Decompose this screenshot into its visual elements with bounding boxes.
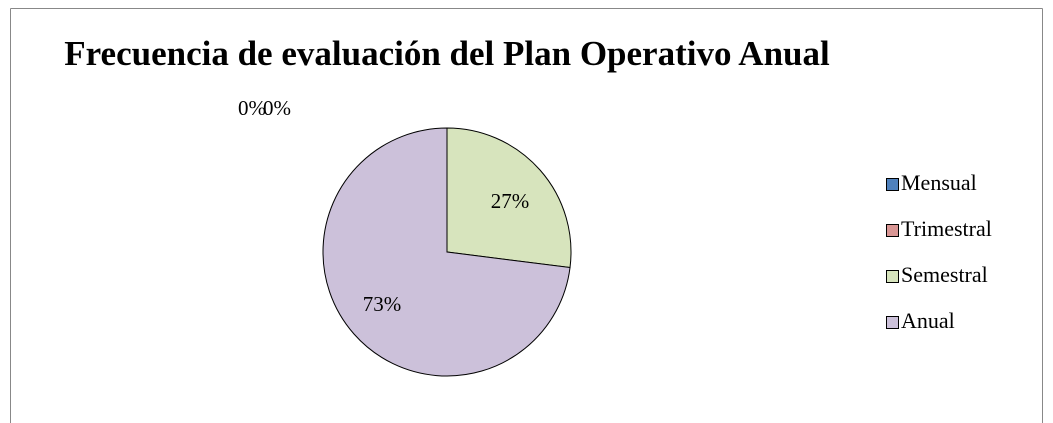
legend-swatch xyxy=(886,224,899,237)
data-label: 73% xyxy=(363,292,402,316)
legend-swatch xyxy=(886,178,899,191)
legend-swatch xyxy=(886,270,899,283)
legend-label: Mensual xyxy=(901,170,977,195)
data-label: 27% xyxy=(491,189,530,213)
data-label: 0% xyxy=(238,96,266,120)
pie-slice xyxy=(446,127,572,269)
chart-title: Frecuencia de evaluación del Plan Operat… xyxy=(64,34,830,73)
legend-label: Anual xyxy=(901,308,955,333)
legend-label: Semestral xyxy=(901,262,988,287)
data-label: 0% xyxy=(263,96,291,120)
legend-label: Trimestral xyxy=(901,216,992,241)
pie-slice xyxy=(322,127,571,377)
legend-swatch xyxy=(886,316,899,329)
